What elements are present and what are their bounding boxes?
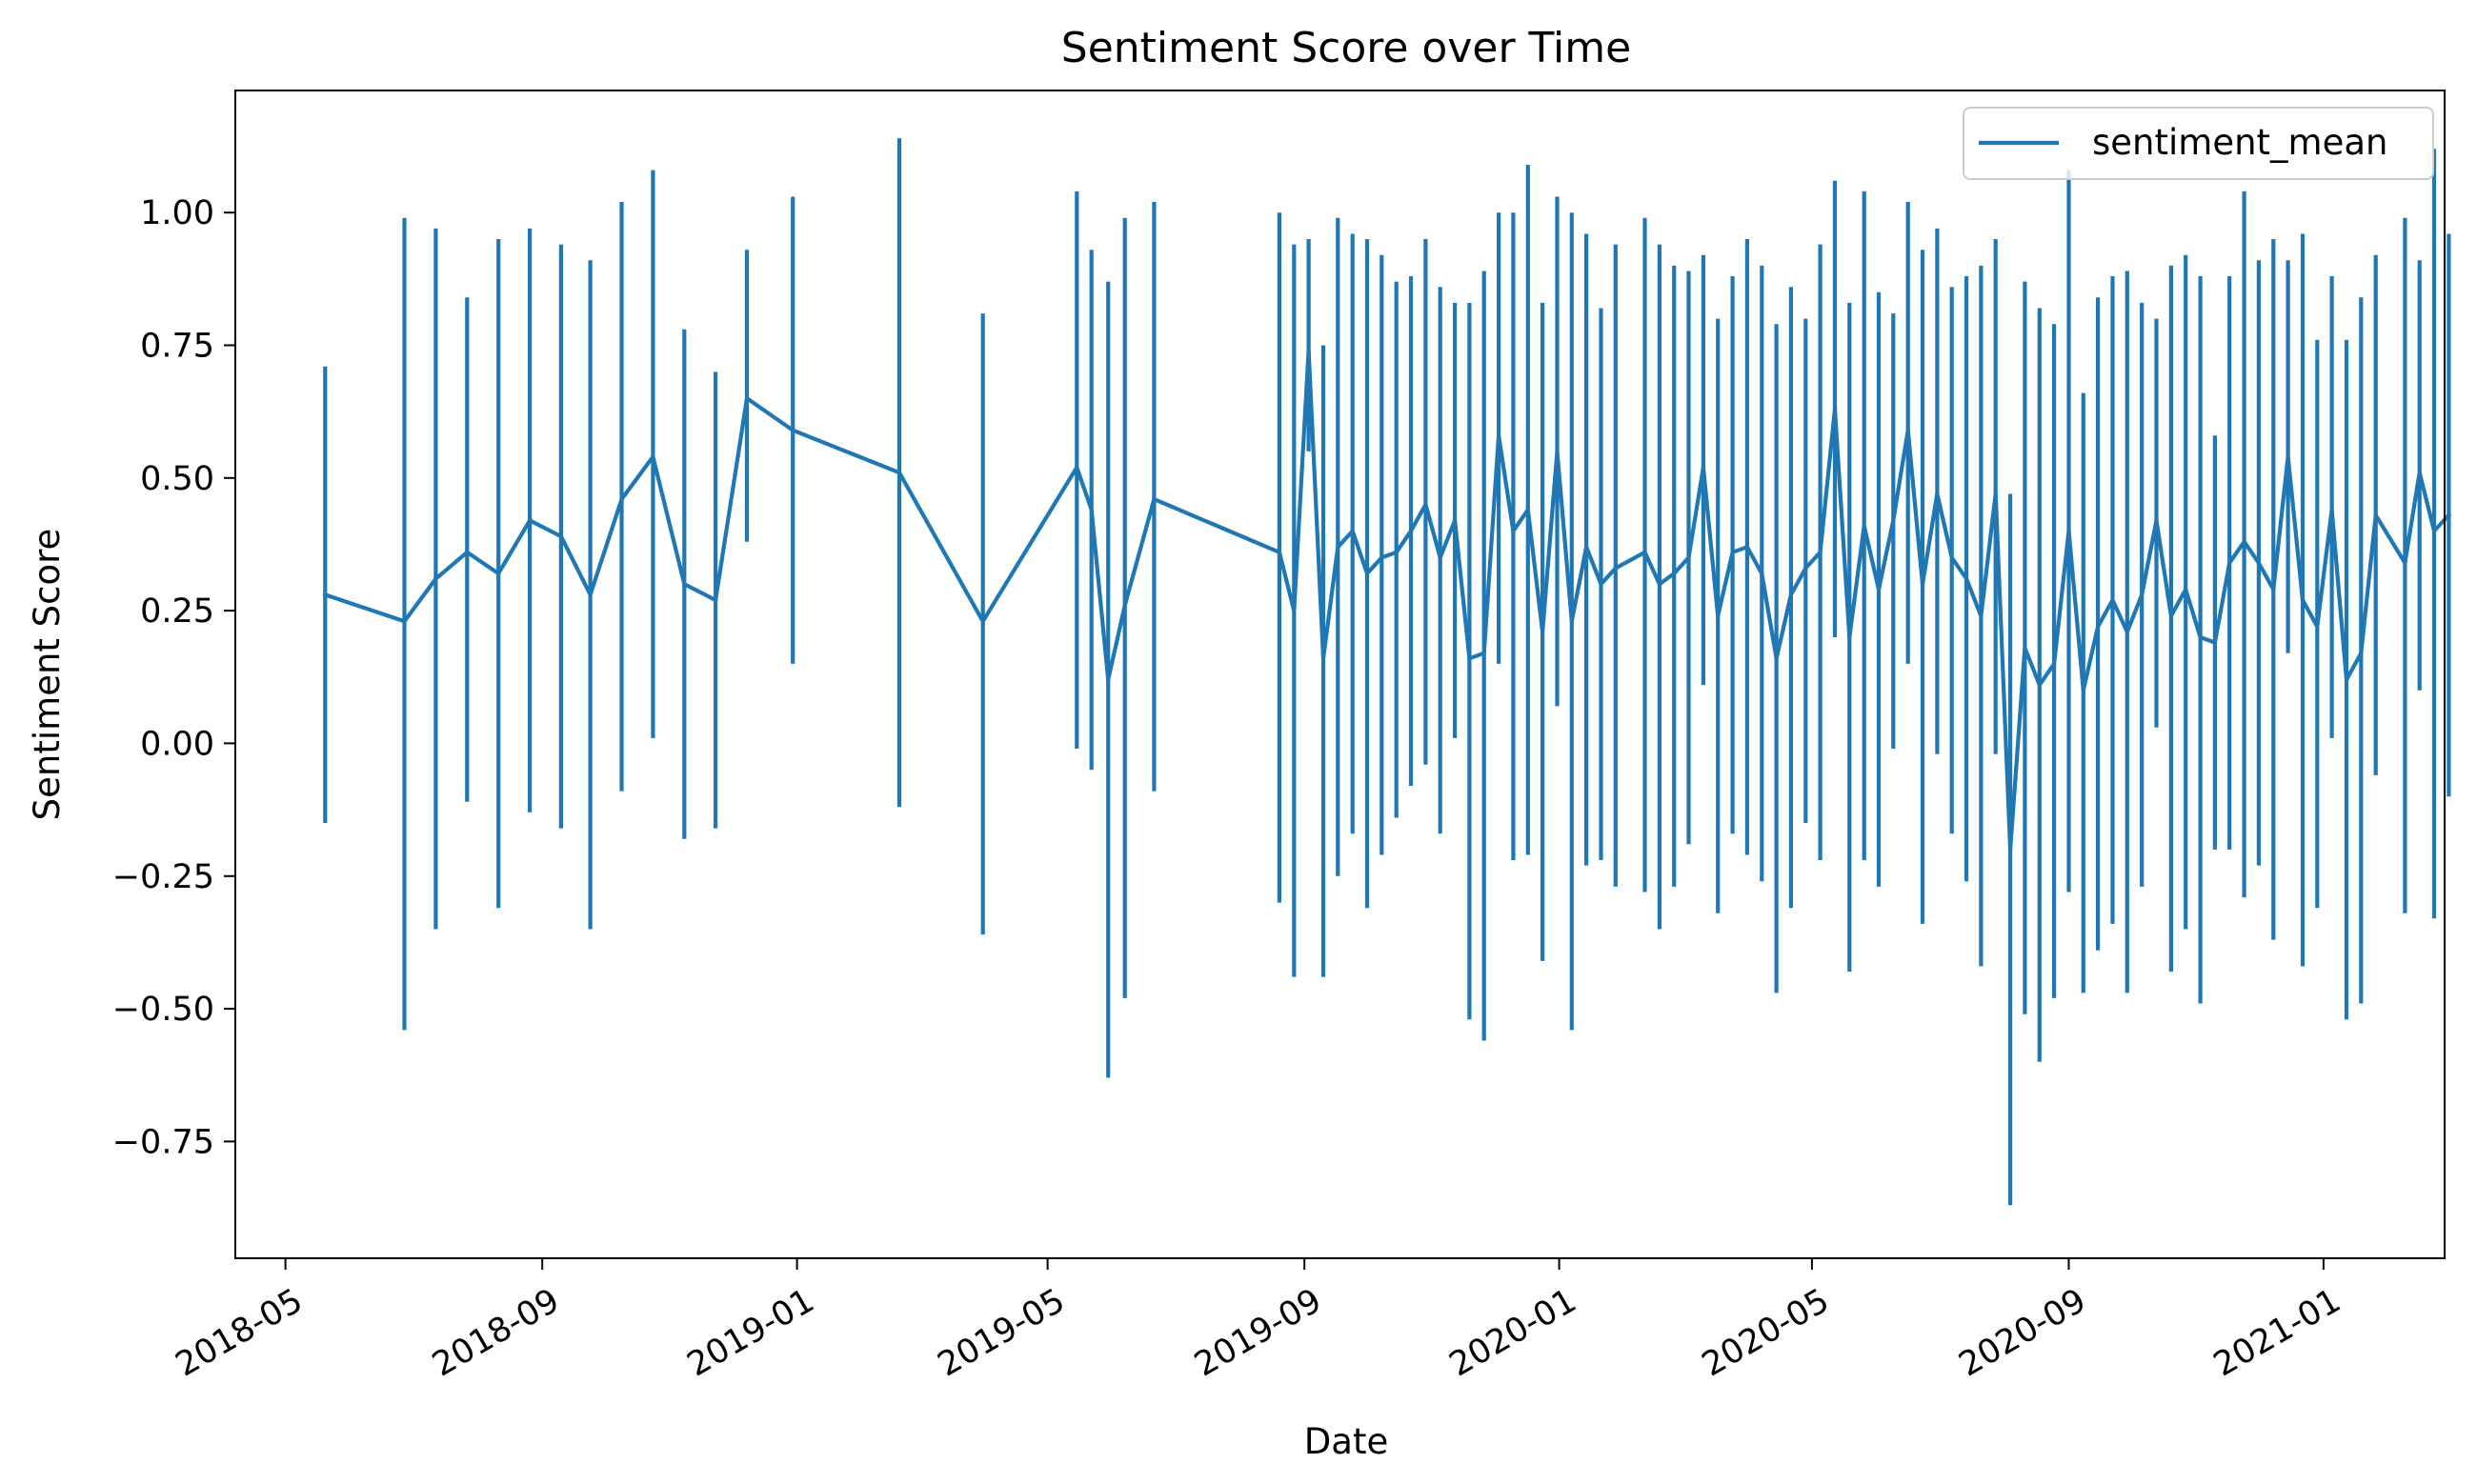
legend-box xyxy=(1963,107,2434,180)
legend-label-sentiment-mean: sentiment_mean xyxy=(2092,122,2387,163)
y-axis-label: Sentiment Score xyxy=(27,529,68,821)
y-tick-label: 0.25 xyxy=(140,592,214,631)
y-tick-label: −0.25 xyxy=(112,858,214,896)
legend: sentiment_mean xyxy=(1963,107,2434,180)
y-tick-label: 1.00 xyxy=(140,194,214,232)
y-tick-label: −0.50 xyxy=(112,991,214,1029)
x-axis-label: Date xyxy=(1304,1421,1388,1462)
series-line-sentiment-mean xyxy=(322,349,2452,852)
y-tick-label: 0.50 xyxy=(140,460,214,498)
y-axis: −0.75 −0.50 −0.25 0.00 0.25 0.50 0.75 1.00 xyxy=(112,194,235,1161)
plot-frame xyxy=(234,90,2446,1259)
y-tick-label: 0.00 xyxy=(140,725,214,763)
chart-title: Sentiment Score over Time xyxy=(1061,24,1631,72)
y-tick-label: −0.75 xyxy=(112,1123,214,1161)
y-tick-label: 0.75 xyxy=(140,328,214,366)
